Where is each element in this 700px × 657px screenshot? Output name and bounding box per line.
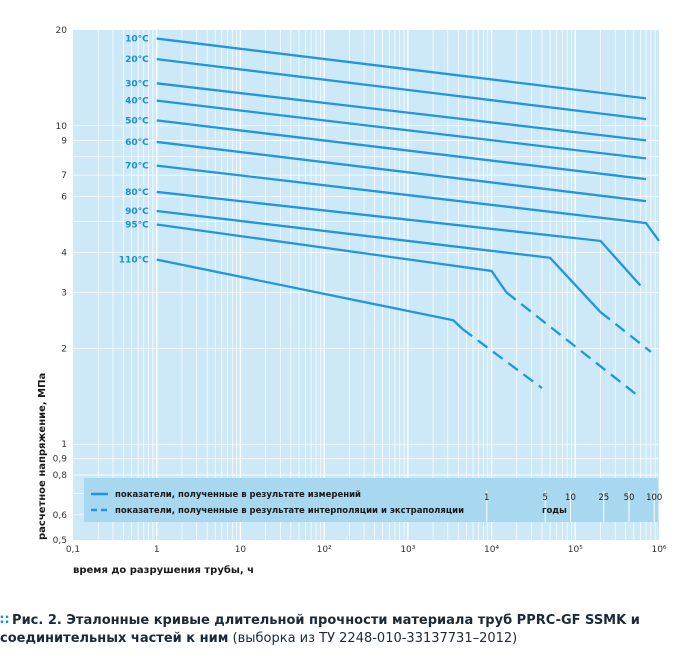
y-tick-label: 0,6 [53, 511, 68, 521]
temperature-label: 110°C [119, 256, 149, 266]
years-tick-label: 1 [484, 493, 489, 503]
y-tick-label: 0,5 [53, 536, 67, 546]
temperature-label: 80°C [125, 188, 149, 198]
temperature-label: 10°C [125, 35, 149, 45]
temperature-label: 20°C [125, 55, 149, 65]
y-tick-label: 7 [61, 171, 67, 181]
y-tick-label: 6 [61, 192, 67, 202]
y-tick-label: 20 [56, 26, 68, 36]
x-tick-label: 10⁴ [484, 545, 499, 555]
caption-title: Рис. 2. Эталонные кривые длительной проч… [0, 613, 640, 646]
series-line-30°C [156, 82, 647, 142]
temperature-label: 50°C [125, 116, 149, 126]
x-tick-label: 10⁶ [651, 545, 666, 555]
x-tick-label: 10 [235, 545, 247, 555]
series-extrapolation-90°C [599, 311, 652, 353]
y-tick-label: 0,8 [53, 471, 68, 481]
temperature-label: 70°C [125, 162, 149, 172]
legend-panel: показатели, полученные в результате изме… [84, 478, 662, 522]
series-line-60°C [156, 140, 647, 203]
years-tick-label: 100 [646, 493, 662, 503]
series-line-110°C [156, 258, 464, 330]
caption-marker: ∷ [0, 613, 9, 628]
temperature-labels: 10°C 20°C 30°C 40°C 50°C 60°C 70°C 80°C 90°C 95°C… [119, 35, 149, 266]
legend-label-measured: показатели, полученные в результате изме… [115, 490, 361, 500]
series-line-90°C [156, 209, 602, 313]
legend-background [84, 478, 658, 522]
x-tick-label: 10³ [400, 545, 415, 555]
temperature-label: 40°C [125, 97, 149, 107]
years-tick-label: 25 [598, 493, 609, 503]
years-tick-label: 50 [624, 493, 635, 503]
plot-background [73, 30, 659, 540]
years-axis: 1 5 10 25 50 100 [484, 491, 662, 522]
x-tick-label: 1 [154, 545, 160, 555]
x-tick-label: 0,1 [66, 545, 80, 555]
series-line-40°C [156, 99, 647, 160]
series-extrapolation-110°C [461, 328, 543, 390]
y-tick-label: 2 [61, 344, 67, 354]
y-tick-label: 3 [61, 288, 67, 298]
series-line-80°C [156, 190, 642, 287]
x-tick-label: 10² [317, 545, 332, 555]
y-tick-label: 1 [61, 440, 67, 450]
temperature-label: 60°C [125, 138, 149, 148]
years-axis-label: годы [542, 506, 567, 516]
years-tick-label: 10 [565, 493, 576, 503]
y-axis-ticks: 20 10 9 7 6 4 3 2 1 0,9 0,8 0,6 0,5 [53, 26, 68, 546]
series-line-50°C [156, 119, 647, 181]
series-line-70°C [156, 164, 660, 242]
y-tick-label: 10 [56, 122, 68, 132]
series-line-95°C [156, 223, 508, 293]
y-axis-label: расчетное напряжение, МПа [37, 373, 48, 540]
y-tick-label: 9 [61, 136, 67, 146]
temperature-label: 90°C [125, 207, 149, 217]
series-extrapolation-95°C [505, 291, 642, 399]
legend-label-extrapolated: показатели, полученные в результате инте… [115, 506, 464, 516]
x-axis-ticks: 0,1 1 10 10² 10³ 10⁴ 10⁵ 10⁶ [66, 545, 667, 555]
y-tick-label: 4 [61, 249, 67, 259]
stress-rupture-chart: показатели, полученные в результате изме… [37, 26, 667, 576]
temperature-label: 95°C [125, 220, 149, 230]
series-lines [156, 37, 660, 399]
series-line-10°C [156, 37, 647, 100]
x-axis-label: время до разрушения трубы, ч [73, 564, 254, 576]
grid-lines [73, 30, 659, 540]
caption-source: (выборка из ТУ 2248-010-33137731–2012) [228, 631, 518, 646]
series-line-20°C [156, 57, 647, 121]
temperature-label: 30°C [125, 79, 149, 89]
y-tick-label: 0,9 [53, 455, 68, 465]
figure-caption: ∷ Рис. 2. Эталонные кривые длительной про… [0, 612, 700, 648]
years-tick-label: 5 [543, 493, 548, 503]
x-tick-label: 10⁵ [568, 545, 583, 555]
